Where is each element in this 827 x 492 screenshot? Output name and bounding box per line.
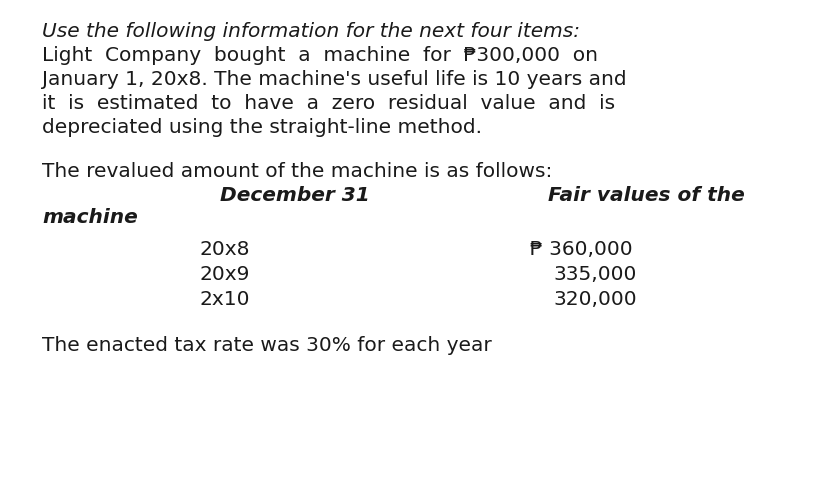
- Text: January 1, 20x8. The machine's useful life is 10 years and: January 1, 20x8. The machine's useful li…: [42, 70, 626, 89]
- Text: 20x8: 20x8: [200, 240, 251, 259]
- Text: it  is  estimated  to  have  a  zero  residual  value  and  is: it is estimated to have a zero residual …: [42, 94, 614, 113]
- Text: December 31: December 31: [220, 186, 370, 205]
- Text: 335,000: 335,000: [552, 265, 636, 284]
- Text: Use the following information for the next four items:: Use the following information for the ne…: [42, 22, 579, 41]
- Text: Light  Company  bought  a  machine  for  ₱300,000  on: Light Company bought a machine for ₱300,…: [42, 46, 597, 65]
- Text: 320,000: 320,000: [552, 290, 636, 309]
- Text: depreciated using the straight-line method.: depreciated using the straight-line meth…: [42, 118, 481, 137]
- Text: 20x9: 20x9: [200, 265, 250, 284]
- Text: 2x10: 2x10: [200, 290, 251, 309]
- Text: machine: machine: [42, 208, 137, 227]
- Text: Fair values of the: Fair values of the: [547, 186, 743, 205]
- Text: ₱ 360,000: ₱ 360,000: [529, 240, 632, 259]
- Text: The revalued amount of the machine is as follows:: The revalued amount of the machine is as…: [42, 162, 552, 181]
- Text: The enacted tax rate was 30% for each year: The enacted tax rate was 30% for each ye…: [42, 336, 491, 355]
